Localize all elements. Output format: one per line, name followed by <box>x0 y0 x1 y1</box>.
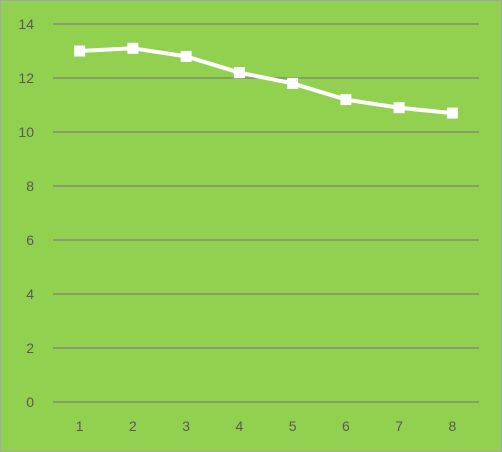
x-tick-label: 2 <box>129 418 137 434</box>
data-point-marker <box>287 77 299 89</box>
y-tick-label: 0 <box>26 394 34 410</box>
y-tick-label: 12 <box>18 70 34 86</box>
y-tick-label: 6 <box>26 232 34 248</box>
gridlines <box>53 23 479 403</box>
y-tick-label: 2 <box>26 340 34 356</box>
series-line-0 <box>77 46 455 116</box>
x-tick-label: 7 <box>395 418 403 434</box>
data-point-marker <box>393 102 405 114</box>
x-tick-label: 4 <box>235 418 243 434</box>
series <box>74 42 458 119</box>
y-tick-label: 14 <box>18 16 34 32</box>
data-point-marker <box>233 67 245 79</box>
x-tick-label: 6 <box>342 418 350 434</box>
data-point-marker <box>74 45 86 57</box>
data-point-marker <box>446 107 458 119</box>
y-tick-label: 10 <box>18 124 34 140</box>
y-axis-ticks: 0 2 4 6 8 10 12 14 <box>18 16 34 410</box>
data-point-marker <box>180 50 192 62</box>
x-tick-label: 5 <box>289 418 297 434</box>
x-tick-label: 8 <box>448 418 456 434</box>
x-tick-label: 3 <box>182 418 190 434</box>
data-point-marker <box>127 42 139 54</box>
y-tick-label: 8 <box>26 178 34 194</box>
y-tick-label: 4 <box>26 286 34 302</box>
data-point-marker <box>340 94 352 106</box>
x-tick-label: 1 <box>76 418 84 434</box>
x-axis-ticks: 1 2 3 4 5 6 7 8 <box>76 418 457 434</box>
